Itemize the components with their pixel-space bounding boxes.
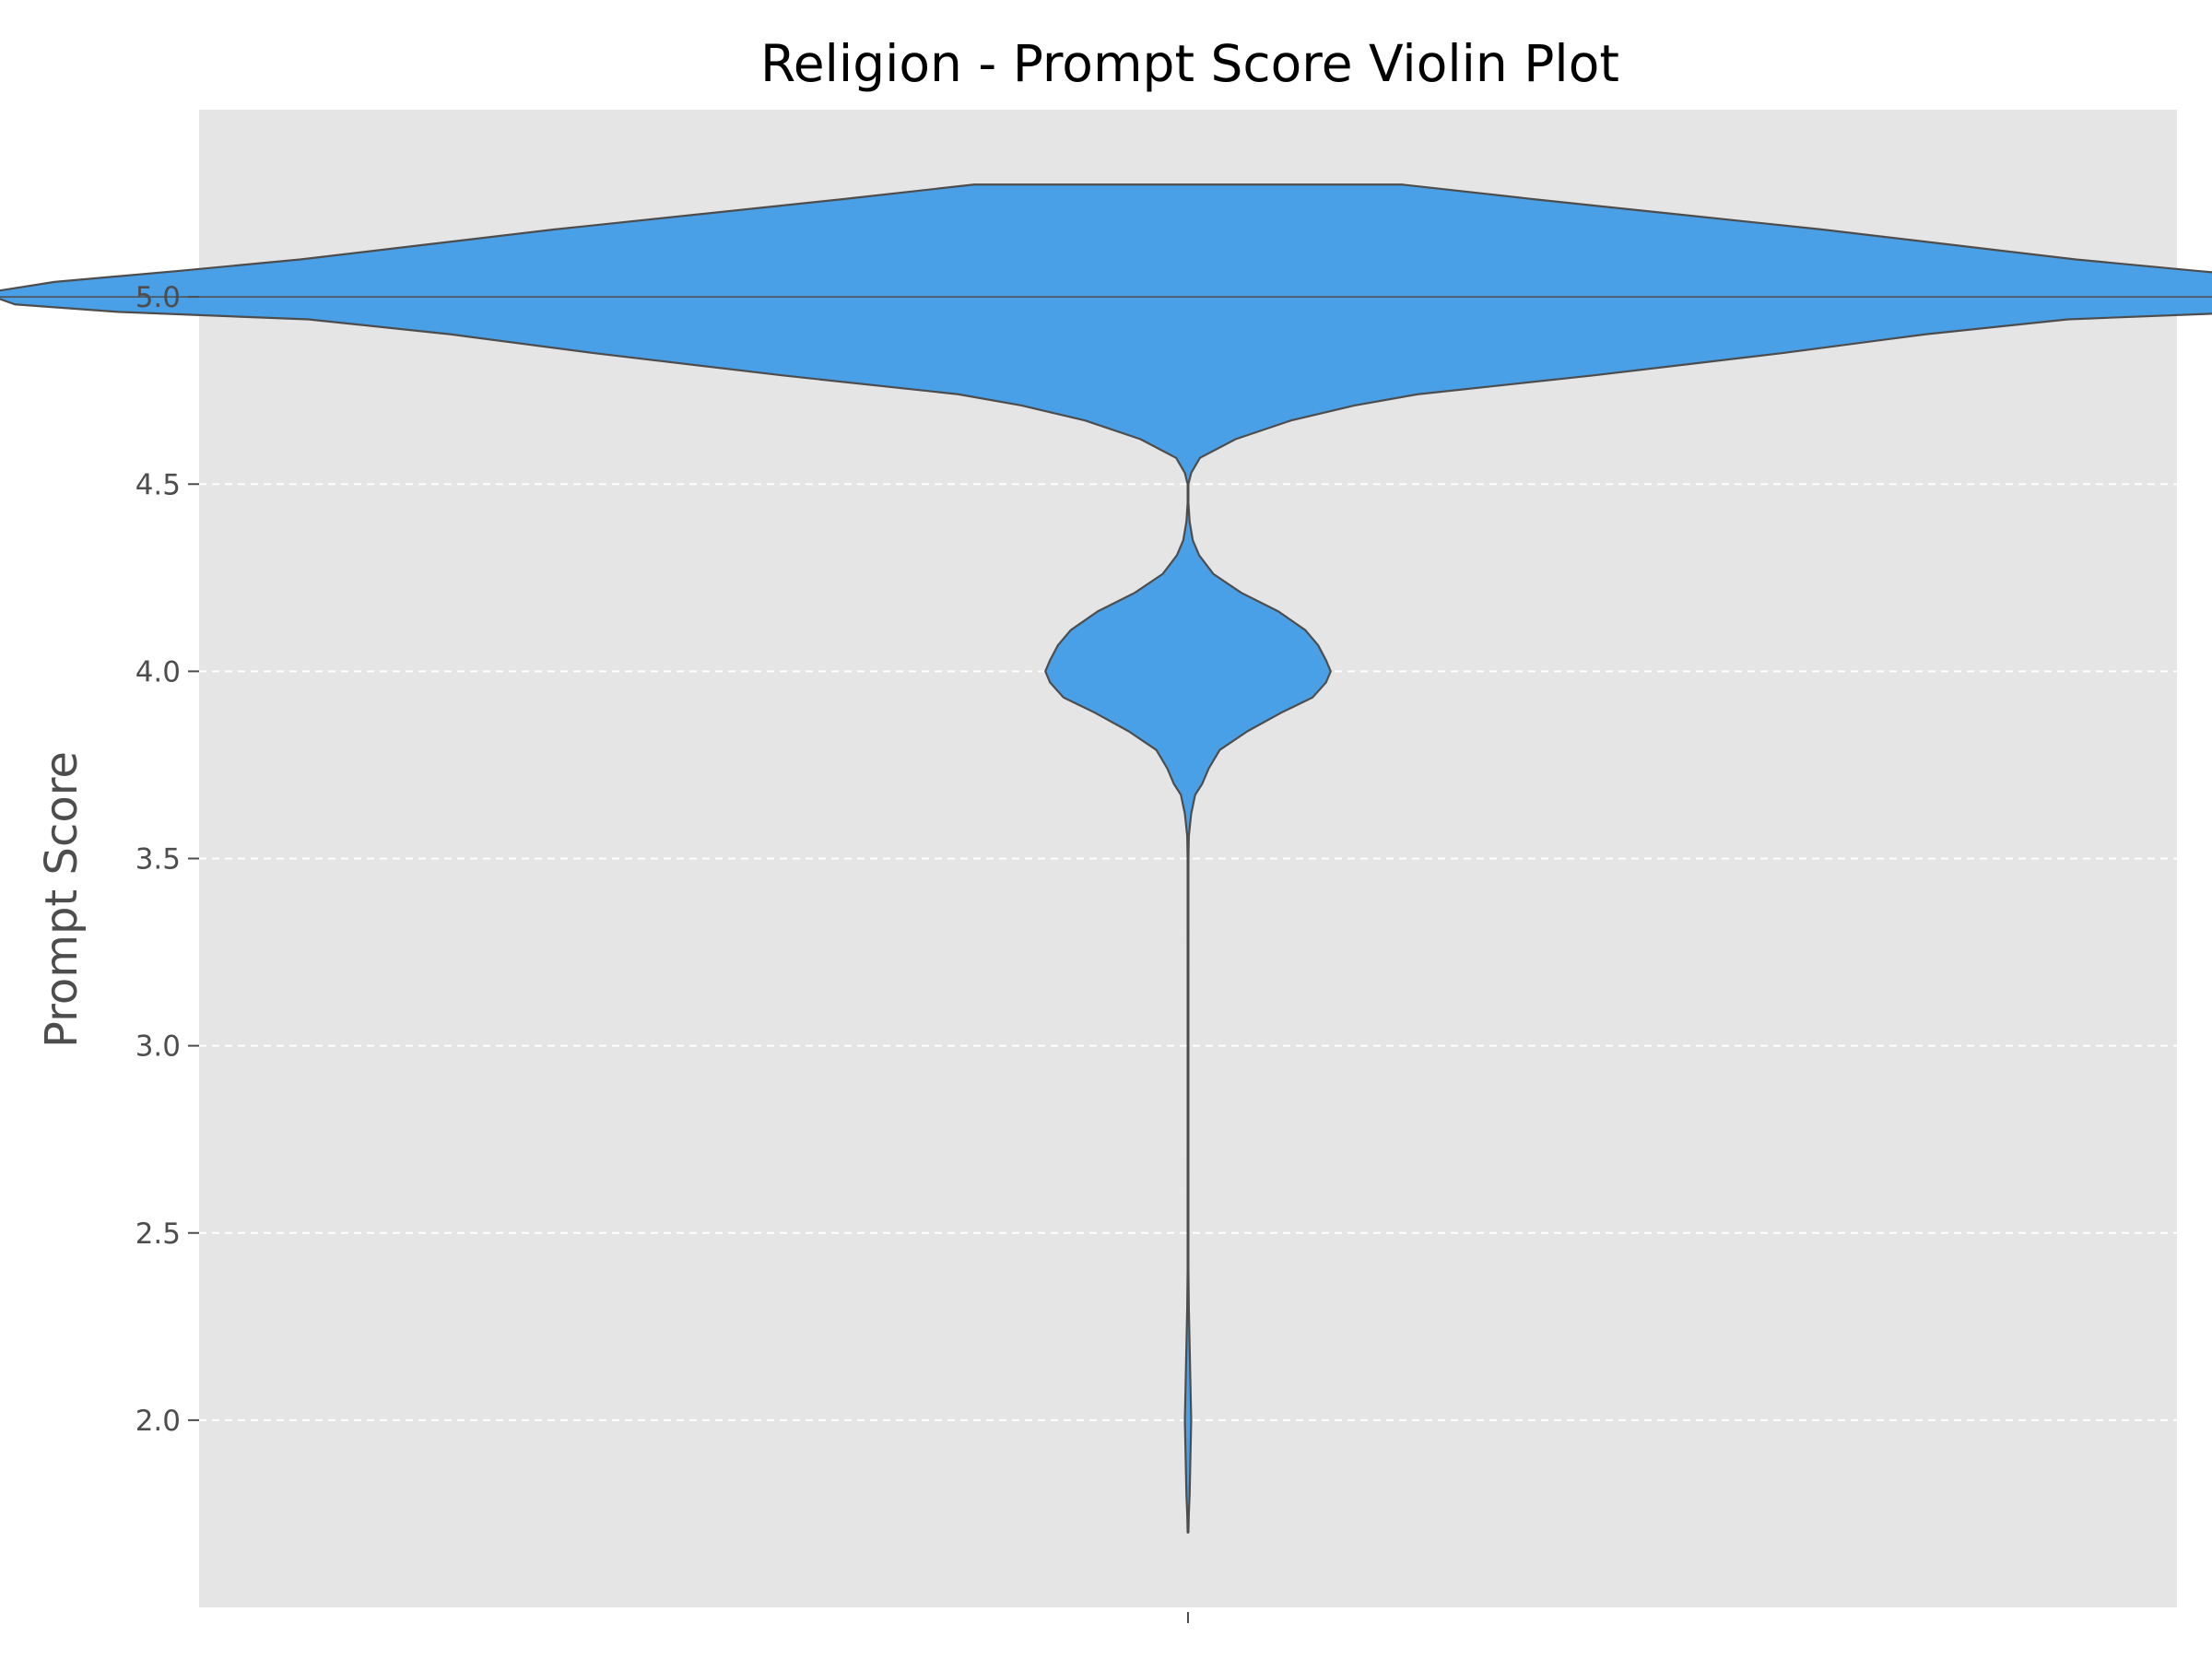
violin-layer bbox=[0, 183, 2212, 1534]
y-tick-label: 3.0 bbox=[135, 1030, 181, 1064]
violin-body bbox=[0, 183, 2212, 1534]
y-tick-label: 4.5 bbox=[135, 468, 181, 501]
y-tick-label: 2.0 bbox=[135, 1405, 181, 1438]
chart-title: Religion - Prompt Score Violin Plot bbox=[760, 34, 1619, 93]
y-tick-label: 2.5 bbox=[135, 1218, 181, 1251]
y-tick-label: 3.5 bbox=[135, 843, 181, 877]
y-axis: 2.0 2.5 3.0 3.5 4.0 4.5 5.0 bbox=[135, 281, 199, 1438]
y-axis-label: Prompt Score bbox=[36, 751, 88, 1048]
y-tick-label: 5.0 bbox=[135, 281, 181, 314]
y-tick-label: 4.0 bbox=[135, 655, 181, 688]
